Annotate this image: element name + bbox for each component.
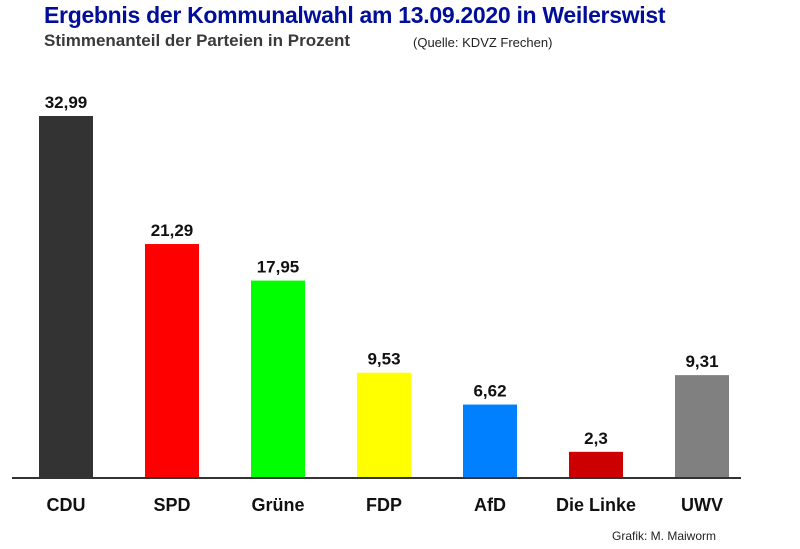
bar-fdp [357,372,411,477]
chart-source: (Quelle: KDVZ Frechen) [413,35,553,50]
data-label: 9,53 [367,350,400,369]
data-label: 6,62 [473,382,506,401]
chart-title: Ergebnis der Kommunalwahl am 13.09.2020 … [44,2,666,28]
bar-cdu [39,116,93,477]
category-label: Die Linke [556,495,636,515]
bar-spd [145,244,199,477]
bar-uwv [675,375,729,477]
category-label: AfD [474,495,506,515]
bar-afd [463,404,517,477]
bar-die-linke [569,451,623,477]
data-label: 9,31 [685,352,718,371]
category-label: CDU [47,495,86,515]
category-label: FDP [366,495,402,515]
chart-credit: Grafik: M. Maiworm [612,529,717,543]
category-label: SPD [153,495,190,515]
bar-grüne [251,280,305,477]
chart-subtitle: Stimmenanteil der Parteien in Prozent [44,31,351,50]
category-label: Grüne [251,495,304,515]
data-label: 2,3 [584,429,608,448]
data-label: 21,29 [151,221,194,240]
category-label: UWV [681,495,723,515]
data-label: 32,99 [45,93,88,112]
data-label: 17,95 [257,258,300,277]
